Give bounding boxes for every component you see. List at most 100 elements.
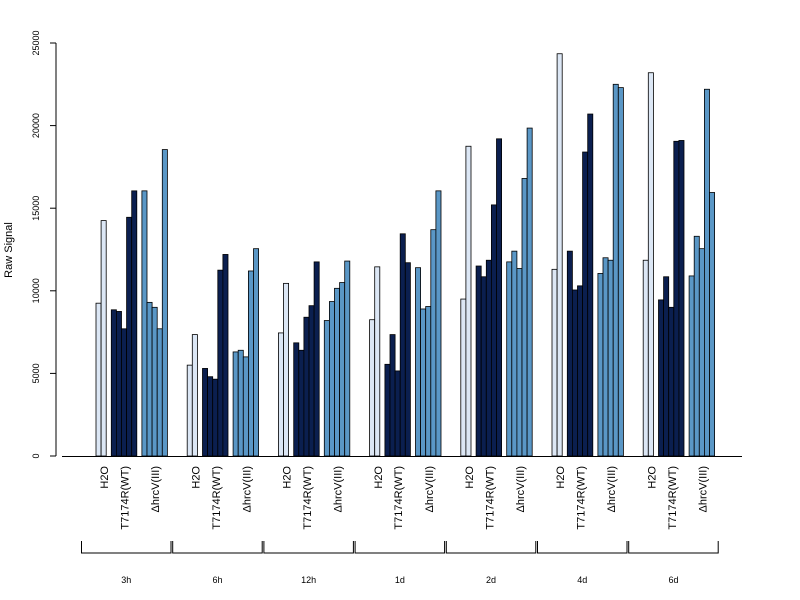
bar <box>688 275 695 457</box>
group-bracket <box>628 541 719 554</box>
condition-label: H2O <box>646 466 658 489</box>
bar <box>663 276 670 457</box>
bar <box>435 190 442 457</box>
plot-area <box>62 53 742 457</box>
bar <box>394 370 401 457</box>
bar <box>415 267 421 457</box>
bar <box>430 229 437 457</box>
y-tick-label: 20000 <box>31 113 41 138</box>
y-tick-label: 5000 <box>31 363 41 383</box>
bar <box>202 368 208 457</box>
bar <box>389 334 396 457</box>
condition-label: ΔhrcV(III) <box>697 466 709 512</box>
bar <box>612 83 619 457</box>
bar <box>100 220 107 457</box>
bar <box>617 87 624 457</box>
y-tick-label: 15000 <box>31 196 41 221</box>
bar <box>253 248 259 457</box>
bar <box>328 301 335 457</box>
bar <box>298 349 305 457</box>
bar <box>607 259 614 457</box>
condition-label: H2O <box>373 466 385 489</box>
bar <box>582 151 589 457</box>
bar <box>698 248 705 457</box>
bar <box>587 113 594 457</box>
time-group-label: 12h <box>301 575 316 585</box>
condition-label: ΔhrcV(III) <box>606 466 618 512</box>
bar <box>217 269 224 457</box>
bar <box>572 289 578 457</box>
bar <box>313 261 320 457</box>
time-group-label: 1d <box>395 575 405 585</box>
condition-label: T7174R(WT) <box>484 466 496 530</box>
bar <box>556 53 563 457</box>
condition-label: T7174R(WT) <box>667 466 679 530</box>
bar <box>496 138 502 457</box>
bar <box>551 268 558 457</box>
bar <box>293 342 300 457</box>
bar <box>597 273 604 457</box>
bar <box>191 334 198 457</box>
bar <box>709 192 715 457</box>
bar <box>480 276 487 457</box>
bar <box>425 306 432 457</box>
bar <box>658 299 664 457</box>
bar <box>490 204 497 457</box>
bar <box>577 285 583 457</box>
bar <box>526 127 533 457</box>
y-axis-title: Raw Signal <box>3 222 15 278</box>
bar <box>485 259 492 457</box>
condition-label: T7174R(WT) <box>120 466 132 530</box>
bar <box>566 250 573 457</box>
time-group-label: 3h <box>121 575 131 585</box>
bar <box>334 287 340 457</box>
bar <box>242 356 249 457</box>
y-tick-label: 0 <box>31 453 41 458</box>
bar <box>460 298 467 457</box>
bar <box>323 320 330 457</box>
bar <box>704 88 710 457</box>
condition-label: H2O <box>555 466 567 489</box>
bar <box>303 316 310 457</box>
bar <box>232 351 239 457</box>
bar <box>516 268 523 457</box>
bar <box>212 378 219 457</box>
condition-label: ΔhrcV(III) <box>333 466 345 512</box>
condition-label: T7174R(WT) <box>211 466 223 530</box>
group-bracket <box>172 541 263 554</box>
bar <box>475 265 482 457</box>
bar <box>521 178 528 457</box>
group-bracket <box>354 541 446 554</box>
bar <box>207 376 214 457</box>
bar <box>237 349 244 457</box>
condition-label: T7174R(WT) <box>302 466 314 530</box>
bar <box>673 140 680 457</box>
bar <box>222 254 229 457</box>
time-group-label: 6h <box>212 575 222 585</box>
bar <box>186 364 193 457</box>
bar <box>668 306 675 457</box>
condition-label: ΔhrcV(III) <box>515 466 527 512</box>
bar <box>247 270 254 457</box>
bar <box>642 259 649 457</box>
condition-label: H2O <box>99 466 111 489</box>
y-tick-label: 10000 <box>31 278 41 303</box>
bar <box>95 302 102 457</box>
bar <box>374 266 381 457</box>
x-axis-labels: H2O T7174R(WT) ΔhrcV(III) 3h H2O T7174R(WT) Δh… <box>81 466 719 585</box>
bar <box>141 190 148 457</box>
y-axis: 0 5000 10000 15000 20000 25000 <box>31 30 57 459</box>
bar <box>384 363 391 457</box>
bar <box>647 72 654 457</box>
time-group-label: 4d <box>577 575 587 585</box>
bar <box>121 328 127 457</box>
condition-label: ΔhrcV(III) <box>424 466 436 512</box>
group-bracket <box>537 541 628 554</box>
condition-label: H2O <box>282 466 294 489</box>
group-bracket <box>445 541 537 554</box>
bar <box>404 262 411 457</box>
bar <box>146 301 153 457</box>
bar <box>369 319 376 457</box>
bar <box>131 190 138 457</box>
